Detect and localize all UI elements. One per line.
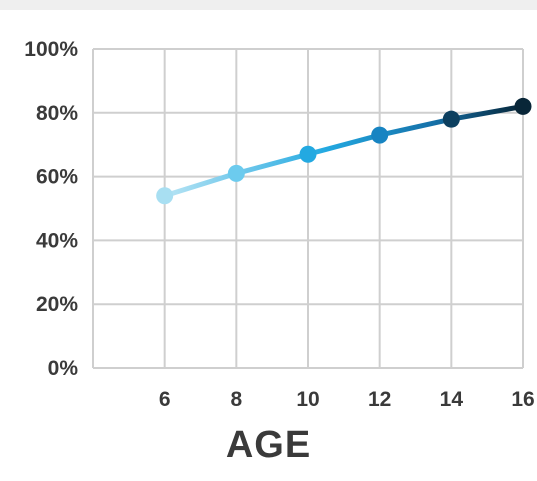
y-tick-label: 100% [24,38,78,61]
y-tick-label: 60% [36,166,78,189]
x-tick-label: 10 [296,388,319,411]
y-tick-label: 40% [36,229,78,252]
data-point [442,110,460,128]
y-axis-ticks: 0% 20% 40% 60% 80% 100% [24,38,78,380]
data-point [371,126,389,144]
top-band [0,0,537,10]
data-point [227,164,245,182]
y-tick-label: 0% [48,357,79,380]
series-line [162,103,526,199]
y-tick-label: 20% [36,293,78,316]
x-axis-ticks: 6 8 10 12 14 16 [159,388,535,411]
x-tick-label: 12 [368,388,391,411]
series-points [156,97,532,205]
grid [92,48,524,369]
x-tick-label: 16 [511,388,534,411]
data-point [156,187,174,205]
x-tick-label: 6 [159,388,171,411]
x-tick-label: 8 [230,388,242,411]
x-axis-label: AGE [225,424,312,466]
series-line-path [162,103,526,199]
data-point [299,145,317,163]
data-point [514,97,532,115]
x-tick-label: 14 [440,388,464,411]
y-tick-label: 80% [36,102,78,125]
